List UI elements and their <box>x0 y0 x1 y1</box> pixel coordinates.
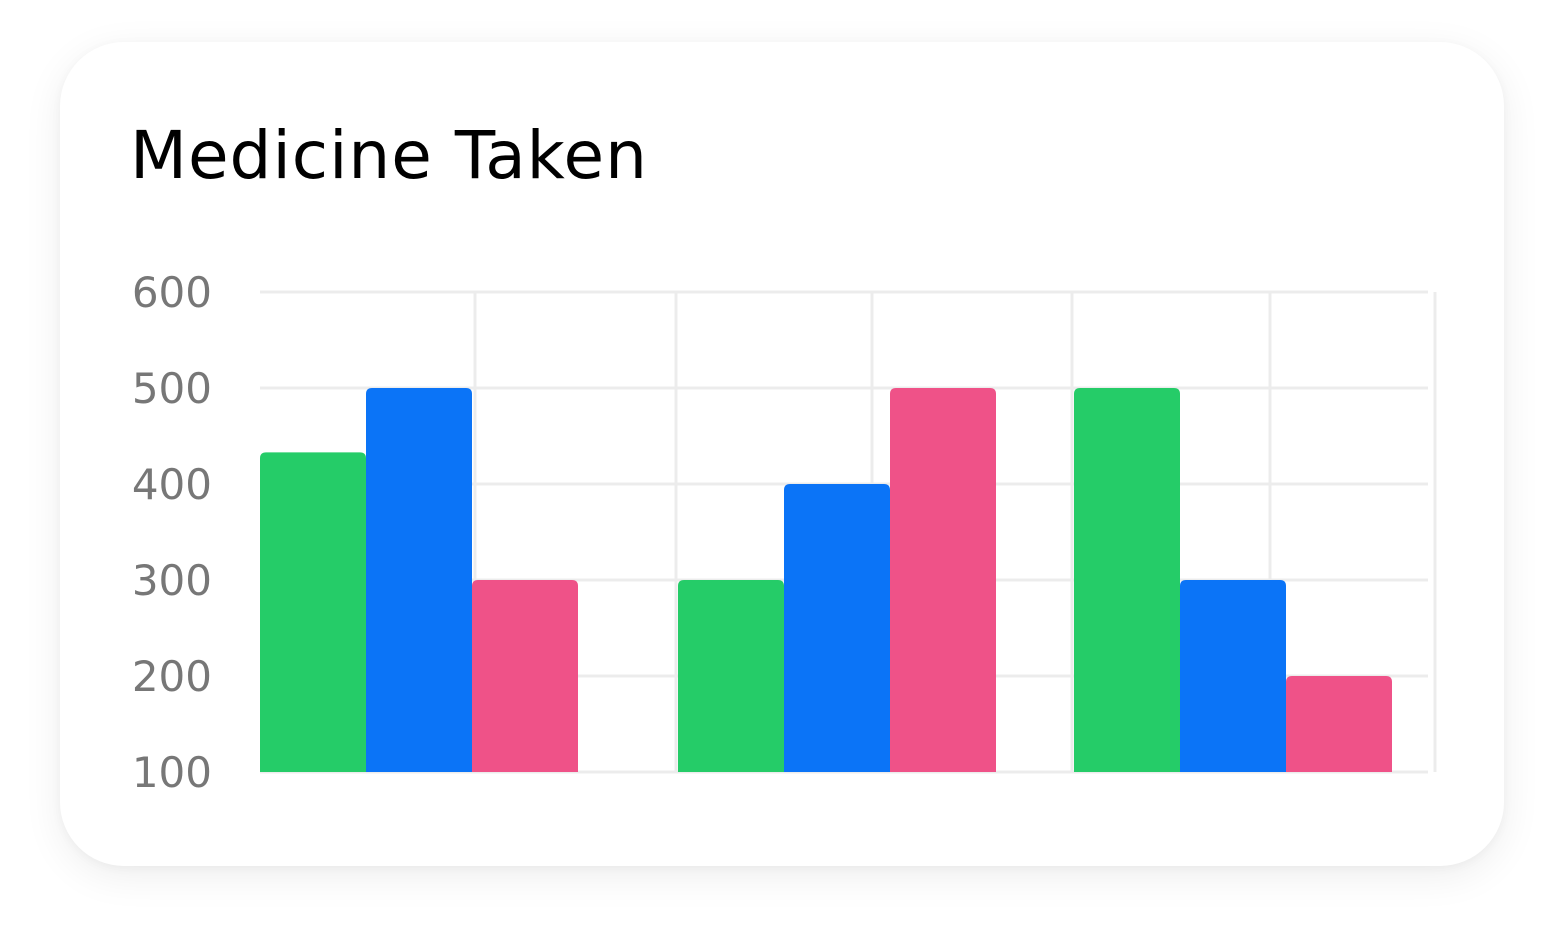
bar-series-2-group-2 <box>784 484 890 772</box>
chart-title: Medicine Taken <box>130 117 648 194</box>
y-tick-label: 400 <box>132 460 212 509</box>
bar-series-3-group-2 <box>890 388 996 772</box>
y-tick-label: 300 <box>132 556 212 605</box>
y-axis-ticks: 600 500 400 300 200 100 <box>132 268 212 797</box>
chart-bars <box>260 388 1392 772</box>
y-tick-label: 500 <box>132 364 212 413</box>
y-tick-label: 200 <box>132 652 212 701</box>
bar-series-1-group-1 <box>260 452 366 772</box>
bar-series-3-group-3 <box>1286 676 1392 772</box>
bar-series-1-group-3 <box>1074 388 1180 772</box>
bar-series-2-group-1 <box>366 388 472 772</box>
y-tick-label: 100 <box>132 748 212 797</box>
bar-series-1-group-2 <box>678 580 784 772</box>
y-tick-label: 600 <box>132 268 212 317</box>
bar-series-2-group-3 <box>1180 580 1286 772</box>
bar-series-3-group-1 <box>472 580 578 772</box>
